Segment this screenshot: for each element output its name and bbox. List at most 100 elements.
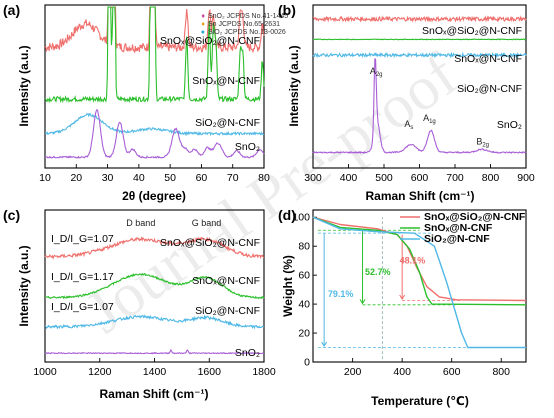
panel-b-ylabel: Intensity (a.u.): [287, 45, 301, 126]
band-annotation: D band: [126, 218, 155, 228]
y-tick-label: 60: [298, 270, 310, 282]
series-line-3: [312, 58, 527, 154]
x-tick-label: 200: [344, 366, 362, 378]
series-line-2: [312, 51, 527, 59]
y-tick-label: 80: [298, 241, 310, 253]
x-tick-label: 1600: [198, 366, 222, 378]
mass-loss-label: 79.1%: [328, 289, 354, 299]
tga-curve-0: [312, 216, 527, 302]
ratio-label: I_D/I_G=1.07: [51, 301, 114, 313]
series-line-0: [44, 236, 265, 260]
series-line-2: [44, 314, 265, 330]
panel-a-legend: ♦ SnO₂ JCPDS No.41-1445♦ Sn JCPDS No.65-26…: [201, 13, 288, 36]
panel-b-series-labels: SnOₓ@SiO₂@N-CNF SnOₓ@N-CNF SiO₂@N-CNF SnO₂: [422, 25, 522, 131]
peak-annotation-sub: s: [410, 125, 413, 131]
ratio-label: I_D/I_G=1.17: [51, 271, 114, 283]
panel-b-x-ticks: 300 400 500 600 700 800 900: [304, 164, 535, 184]
x-tick-label: 300: [304, 172, 322, 184]
panel-label-d: (d): [278, 207, 296, 223]
legend-text: SnOₓ@N-CNF: [424, 222, 493, 234]
panel-a: (a) 10 20 30 40 50 60 70 80 SnOₓ@SiO₂@N-CNFSnOₓ…: [3, 2, 288, 203]
legend-text: SnO₂ JCPDS No.41-1445: [208, 13, 288, 20]
legend-text: Sn JCPDS No.65-2631: [208, 21, 280, 28]
panel-d-annotations: 52.7% 48.1% 79.1%: [328, 256, 425, 299]
x-tick-label: 30: [102, 172, 114, 184]
panel-c-xlabel: Raman Shift (cm⁻¹): [99, 387, 208, 401]
panel-b: (b) 300 400 500 600 700 800 900 SnOₓ@SiO₂@N-CN…: [278, 2, 535, 203]
series-line-3: [44, 108, 265, 159]
mass-loss-label: 52.7%: [365, 267, 391, 277]
x-tick-label: 1000: [33, 366, 57, 378]
x-tick-label: 400: [393, 366, 411, 378]
y-tick-label: 40: [298, 299, 310, 311]
series-label: SnOₓ@N-CNF: [192, 275, 260, 287]
series-label: SnO₂: [235, 347, 260, 359]
x-tick-label: 700: [446, 172, 464, 184]
series-label: SiO₂@N-CNF: [195, 305, 260, 317]
panel-d-ylabel: Weight (%): [281, 255, 295, 317]
x-tick-label: 500: [375, 172, 393, 184]
panel-a-series-labels: SnOₓ@SiO₂@N-CNF SnOₓ@N-CNF SiO₂@N-CNF SnO₂: [160, 35, 260, 153]
legend-text: SiO₂@N-CNF: [424, 233, 490, 245]
arrow-head: [321, 341, 328, 348]
band-annotation: G band: [192, 218, 222, 228]
y-tick-label: 0: [304, 357, 310, 369]
peak-annotation-sub: 1g: [429, 119, 436, 125]
series-line-1: [312, 38, 527, 41]
panel-a-x-ticks: 10 20 30 40 50 60 70 80: [39, 164, 270, 184]
x-tick-label: 800: [482, 172, 500, 184]
x-tick-label: 1400: [143, 366, 167, 378]
panel-d-xlabel: Temperature (℃): [371, 394, 469, 408]
panel-a-ylabel: Intensity (a.u.): [17, 45, 31, 126]
legend-marker: ●: [201, 29, 205, 36]
peak-annotation-sub: 2g: [482, 142, 489, 148]
mass-loss-label: 48.1%: [400, 256, 426, 266]
x-tick-label: 400: [340, 172, 358, 184]
tga-curve-1: [312, 216, 527, 306]
series-line-3: [44, 348, 265, 355]
panel-b-series: [312, 15, 527, 154]
legend-text: SiO₂ JCPDS No.13-0026: [208, 29, 286, 36]
panel-label-c: (c): [3, 207, 20, 223]
panel-d: (d) 200 400 600 800 0 20 40 60 80 100 52.7% 48.1% 7…: [278, 207, 527, 408]
legend-text: SnOₓ@SiO₂@N-CNF: [424, 211, 526, 223]
y-tick-label: 20: [298, 328, 310, 340]
x-tick-label: 10: [39, 172, 51, 184]
y-tick-label: 100: [292, 212, 310, 224]
legend-marker: ♦: [201, 21, 205, 28]
x-tick-label: 1800: [252, 366, 276, 378]
panel-c-ylabel: Intensity (a.u.): [17, 245, 31, 326]
x-tick-label: 1200: [88, 366, 112, 378]
panel-c-series: [44, 236, 265, 355]
panel-b-xlabel: Raman Shift (cm⁻¹): [365, 189, 474, 203]
series-label: SnOₓ@SiO₂@N-CNF: [160, 35, 260, 47]
x-tick-label: 900: [517, 172, 535, 184]
peak-annotation: B2g: [476, 136, 489, 148]
panel-c-annotations: D band G band: [126, 218, 221, 228]
panel-c: (c) 1000 1200 1400 1600 1800 SnOₓ@SiO₂@N-CNF…: [3, 207, 276, 401]
ratio-label: I_D/I_G=1.07: [51, 233, 114, 245]
panel-d-series: [312, 216, 527, 349]
panel-label-a: (a): [3, 2, 20, 18]
legend-marker: ♦: [201, 13, 205, 20]
x-tick-label: 20: [70, 172, 82, 184]
series-label: SnOₓ@SiO₂@N-CNF: [422, 25, 522, 37]
series-line-0: [312, 15, 527, 23]
tga-curve-2: [312, 216, 526, 349]
panel-c-series-labels: SnOₓ@SiO₂@N-CNF I_D/I_G=1.07 SnOₓ@N-CNF I_D…: [51, 233, 260, 359]
x-tick-label: 50: [164, 172, 176, 184]
arrow-head: [359, 299, 366, 305]
panel-a-series: [44, 6, 265, 159]
x-tick-label: 80: [258, 172, 270, 184]
panel-d-frame: [312, 209, 527, 363]
series-line-1: [44, 272, 265, 300]
peak-annotation: As: [404, 119, 413, 131]
series-line-1: [44, 6, 265, 104]
x-tick-label: 800: [492, 366, 510, 378]
x-tick-label: 60: [196, 172, 208, 184]
series-label: SnOₓ@N-CNF: [192, 75, 260, 87]
panel-label-b: (b): [278, 2, 296, 18]
panel-c-x-ticks: 1000 1200 1400 1600 1800: [33, 358, 276, 378]
